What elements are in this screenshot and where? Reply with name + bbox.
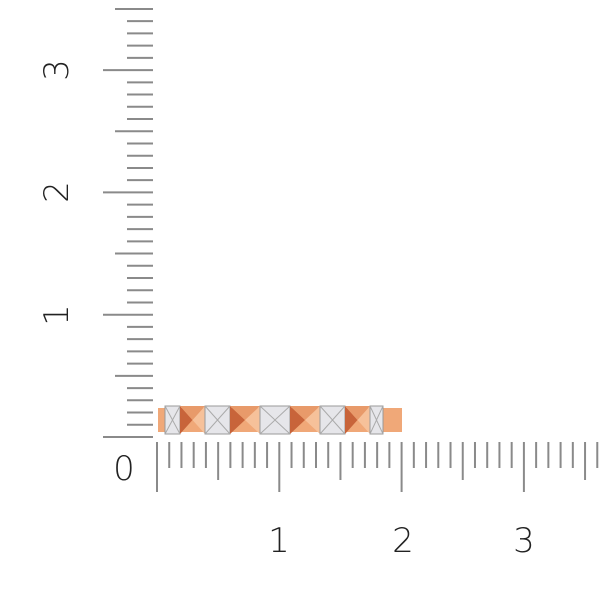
vertical-ruler <box>103 7 153 438</box>
diamond-facet <box>204 405 231 435</box>
ring-image <box>158 405 402 435</box>
horizontal-ruler <box>156 442 599 492</box>
gold-pyramid-light <box>245 406 260 434</box>
gold-pyramid-shadow <box>180 406 193 434</box>
horizontal-label-3: 3 <box>513 521 535 561</box>
diamond-facet <box>164 405 181 435</box>
gold-pyramid-top <box>290 406 320 420</box>
diamond-facet <box>319 405 346 435</box>
horizontal-label-1: 1 <box>268 521 290 561</box>
gold-pyramid-shadow <box>290 406 305 434</box>
vertical-label-3: 3 <box>37 59 77 81</box>
gold-pyramid-shadow <box>230 406 245 434</box>
gold-pyramid-light <box>357 406 370 434</box>
gold-pyramid-top <box>345 406 370 420</box>
origin-label: 0 <box>113 449 135 489</box>
gold-pyramid-top <box>230 406 260 420</box>
gold-pyramid-shadow <box>345 406 358 434</box>
vertical-label-2: 2 <box>37 181 77 203</box>
gold-pyramid-light <box>192 406 205 434</box>
diamond-facet <box>259 405 291 435</box>
diamond-facet <box>369 405 384 435</box>
gold-pyramid-light <box>305 406 320 434</box>
gold-pyramid-top <box>180 406 205 420</box>
horizontal-label-2: 2 <box>392 521 414 561</box>
vertical-label-1: 1 <box>37 304 77 326</box>
